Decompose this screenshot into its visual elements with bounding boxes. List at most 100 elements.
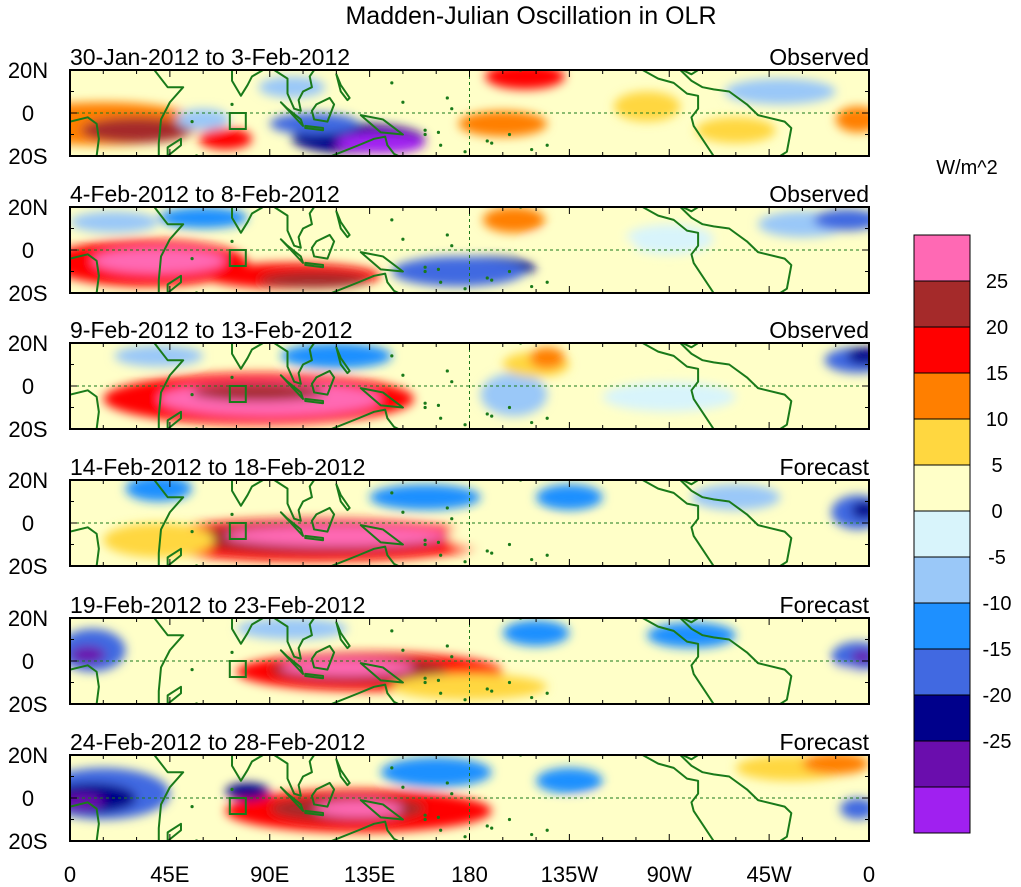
anomaly-contour [70, 645, 106, 664]
coastline [335, 758, 351, 787]
anomaly-contour [485, 70, 565, 90]
coastline [231, 343, 265, 370]
anomaly-contour [269, 113, 359, 135]
latitude-label: 20N [8, 468, 48, 493]
coastline [641, 755, 793, 841]
island [450, 655, 454, 659]
island [485, 687, 489, 691]
colorbar-label: -25 [983, 731, 1012, 753]
coastline [310, 369, 336, 396]
panel-ticks [69, 617, 870, 705]
island [530, 420, 534, 425]
island [423, 542, 427, 547]
coastline [70, 343, 185, 429]
island [545, 143, 549, 147]
island [530, 695, 534, 700]
map-panel: 20N 0 20S 4-Feb-2012 to 8-Feb-2012 Observed [8, 181, 870, 306]
colorbar: 25 20 15 10 5 0 -5 -10 -15 -20 -25 [913, 234, 1012, 834]
island [423, 680, 427, 685]
longitude-label: 45W [747, 862, 792, 887]
island [436, 130, 441, 134]
island [545, 828, 549, 832]
anomaly-contour [536, 767, 603, 794]
coastline [70, 207, 185, 293]
coastline [359, 251, 404, 273]
island [439, 143, 443, 147]
island [190, 805, 194, 809]
anomaly-contour [602, 381, 736, 412]
coastline [310, 233, 336, 260]
coastline [70, 618, 185, 704]
island [507, 817, 512, 822]
map-panel: 20N 0 20S 24-Feb-2012 to 28-Feb-2012 Forecas… [8, 729, 870, 854]
anomaly-contour [176, 108, 230, 131]
coastline [231, 618, 265, 645]
colorbar-label: 10 [986, 409, 1008, 431]
coastline [310, 96, 336, 123]
island [423, 676, 427, 680]
colorbar-swatch [913, 556, 971, 604]
coastline [279, 374, 305, 400]
coastline [231, 755, 265, 782]
island [530, 557, 534, 562]
island [401, 785, 405, 789]
figure-title: Madden-Julian Oscillation in OLR [345, 2, 716, 30]
coastline [70, 755, 185, 841]
anomaly-contour [198, 128, 252, 150]
anomaly-contour [529, 347, 565, 369]
panel-type-label: Forecast [780, 729, 870, 755]
colorbar-swatch [913, 786, 971, 834]
coastline [335, 210, 351, 239]
panel-type-label: Forecast [780, 454, 870, 480]
index-box [228, 797, 247, 815]
anomaly-contour [81, 117, 193, 144]
island [545, 280, 549, 284]
coastline [279, 238, 305, 264]
panel-type-label: Forecast [780, 592, 870, 618]
coastline [273, 70, 316, 112]
island [485, 824, 489, 828]
island [401, 373, 405, 377]
anomaly-contour [524, 232, 636, 259]
coastline [231, 207, 265, 234]
island [450, 792, 454, 796]
anomaly-field [70, 755, 869, 841]
anomaly-contour [391, 256, 525, 287]
island [423, 265, 427, 269]
coastline [335, 621, 351, 650]
coastline [273, 480, 316, 522]
coastline [279, 649, 305, 675]
island [463, 287, 467, 291]
anomaly-contour [458, 110, 548, 137]
latitude-label: 20S [8, 554, 47, 579]
coastlines [70, 70, 793, 156]
coastline [273, 207, 316, 249]
island [490, 141, 494, 145]
island [445, 96, 449, 100]
island [439, 553, 443, 557]
map-panel: 20N 0 20S 14-Feb-2012 to 18-Feb-2012 Forecas… [8, 454, 870, 579]
anomaly-contour [691, 484, 781, 511]
anomaly-contour [125, 480, 193, 502]
latitude-label: 0 [22, 238, 34, 263]
island [463, 423, 467, 427]
latitude-label: 0 [22, 649, 34, 674]
island [190, 393, 194, 397]
latitude-label: 20S [8, 281, 47, 306]
anomaly-contour [851, 501, 869, 519]
island [436, 267, 441, 271]
island [445, 781, 449, 785]
anomaly-contour [480, 373, 548, 417]
anomaly-contour [840, 798, 869, 820]
island [450, 380, 454, 384]
coastline [359, 524, 404, 546]
coastline [166, 685, 182, 704]
panel-period-label: 19-Feb-2012 to 23-Feb-2012 [70, 592, 365, 618]
longitude-label: 45E [150, 862, 189, 887]
island [463, 835, 467, 839]
island [436, 403, 441, 407]
island [485, 549, 489, 553]
panel-type-label: Observed [769, 181, 869, 207]
panel-period-label: 24-Feb-2012 to 28-Feb-2012 [70, 729, 365, 755]
colorbar-swatch [913, 648, 971, 696]
